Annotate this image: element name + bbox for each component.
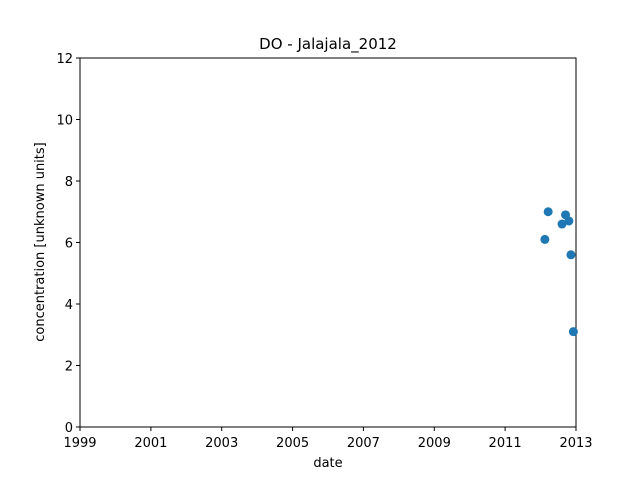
x-tick-label: 2005 — [276, 436, 309, 451]
y-tick-label: 6 — [65, 237, 73, 252]
y-tick-label: 4 — [65, 298, 73, 313]
data-point — [568, 327, 578, 337]
x-tick-label: 2013 — [559, 436, 592, 451]
y-tick-label: 8 — [65, 175, 73, 190]
x-tick-label: 1999 — [63, 436, 96, 451]
data-point — [566, 250, 576, 260]
y-tick-label: 0 — [65, 421, 73, 436]
x-tick-label: 2003 — [205, 436, 238, 451]
y-tick-label: 12 — [56, 52, 73, 67]
plot-frame — [79, 57, 577, 428]
x-tick-label: 2011 — [489, 436, 522, 451]
x-tick-label: 2001 — [134, 436, 167, 451]
x-axis: 1999 2001 2003 2005 2007 2009 2011 2013 — [63, 427, 593, 451]
x-axis-label: date — [313, 456, 342, 471]
data-point — [540, 234, 550, 244]
x-tick-label: 2007 — [347, 436, 380, 451]
chart-title: DO - Jalajala_2012 — [259, 35, 397, 54]
y-axis: 0 2 4 6 8 10 12 — [56, 52, 80, 436]
data-point — [557, 219, 567, 229]
data-points — [540, 207, 578, 337]
data-point — [564, 216, 574, 226]
y-tick-label: 10 — [56, 114, 73, 129]
data-point — [543, 207, 553, 217]
y-tick-label: 2 — [65, 360, 73, 375]
x-tick-label: 2009 — [418, 436, 451, 451]
y-axis-label: concentration [unknown units] — [33, 142, 48, 341]
